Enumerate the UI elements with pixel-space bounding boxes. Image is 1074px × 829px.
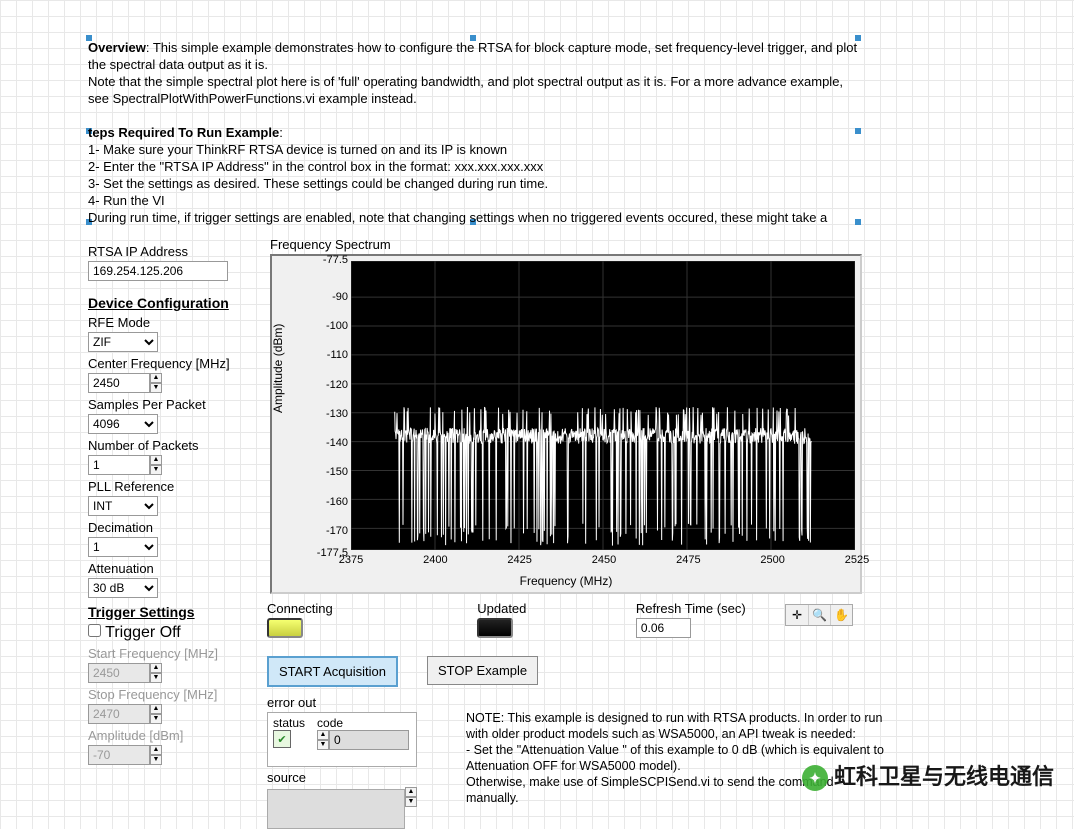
spin-down-icon[interactable]: ▼: [150, 383, 162, 393]
zoom-icon[interactable]: 🔍: [808, 605, 830, 625]
startf-input: [88, 663, 150, 683]
stop-button[interactable]: STOP Example: [427, 656, 538, 685]
x-axis-label: Frequency (MHz): [520, 574, 613, 588]
chart-title: Frequency Spectrum: [270, 237, 875, 252]
status-ok-icon: ✔: [273, 730, 291, 748]
dec-select[interactable]: 1: [88, 537, 158, 557]
error-code[interactable]: [329, 730, 409, 750]
error-source[interactable]: [267, 789, 405, 829]
rfe-mode-select[interactable]: ZIF: [88, 332, 158, 352]
wechat-icon: ✦: [802, 765, 828, 791]
ip-input[interactable]: [88, 261, 228, 281]
spectrum-chart: Frequency Spectrum Amplitude (dBm) -77.5…: [270, 237, 875, 594]
overview-text: Overview: This simple example demonstrat…: [88, 39, 858, 226]
pll-select[interactable]: INT: [88, 496, 158, 516]
atten-select[interactable]: 30 dB: [88, 578, 158, 598]
refresh-input[interactable]: [636, 618, 691, 638]
y-axis-label: Amplitude (dBm): [271, 324, 285, 413]
stopf-input: [88, 704, 150, 724]
spin-up-icon[interactable]: ▲: [150, 373, 162, 383]
trig-header: Trigger Settings: [88, 604, 248, 620]
left-controls: RTSA IP Address Device Configuration RFE…: [88, 244, 248, 769]
trigger-off-checkbox[interactable]: Trigger Off: [88, 624, 181, 641]
updated-led: [477, 618, 513, 638]
crosshair-icon[interactable]: ✛: [786, 605, 808, 625]
center-freq-input[interactable]: [88, 373, 150, 393]
amp-input: [88, 745, 150, 765]
plot-area[interactable]: [351, 261, 855, 550]
graph-palette[interactable]: ✛ 🔍 ✋: [785, 604, 853, 626]
pan-icon[interactable]: ✋: [830, 605, 852, 625]
connecting-led: [267, 618, 303, 638]
npkt-input[interactable]: [88, 455, 150, 475]
watermark: ✦虹科卫星与无线电通信: [802, 759, 1054, 791]
spp-select[interactable]: 4096: [88, 414, 158, 434]
start-button[interactable]: START Acquisition: [267, 656, 398, 687]
ip-label: RTSA IP Address: [88, 244, 248, 259]
devcfg-header: Device Configuration: [88, 295, 248, 311]
error-cluster: status✔ code ▲▼: [267, 712, 417, 767]
